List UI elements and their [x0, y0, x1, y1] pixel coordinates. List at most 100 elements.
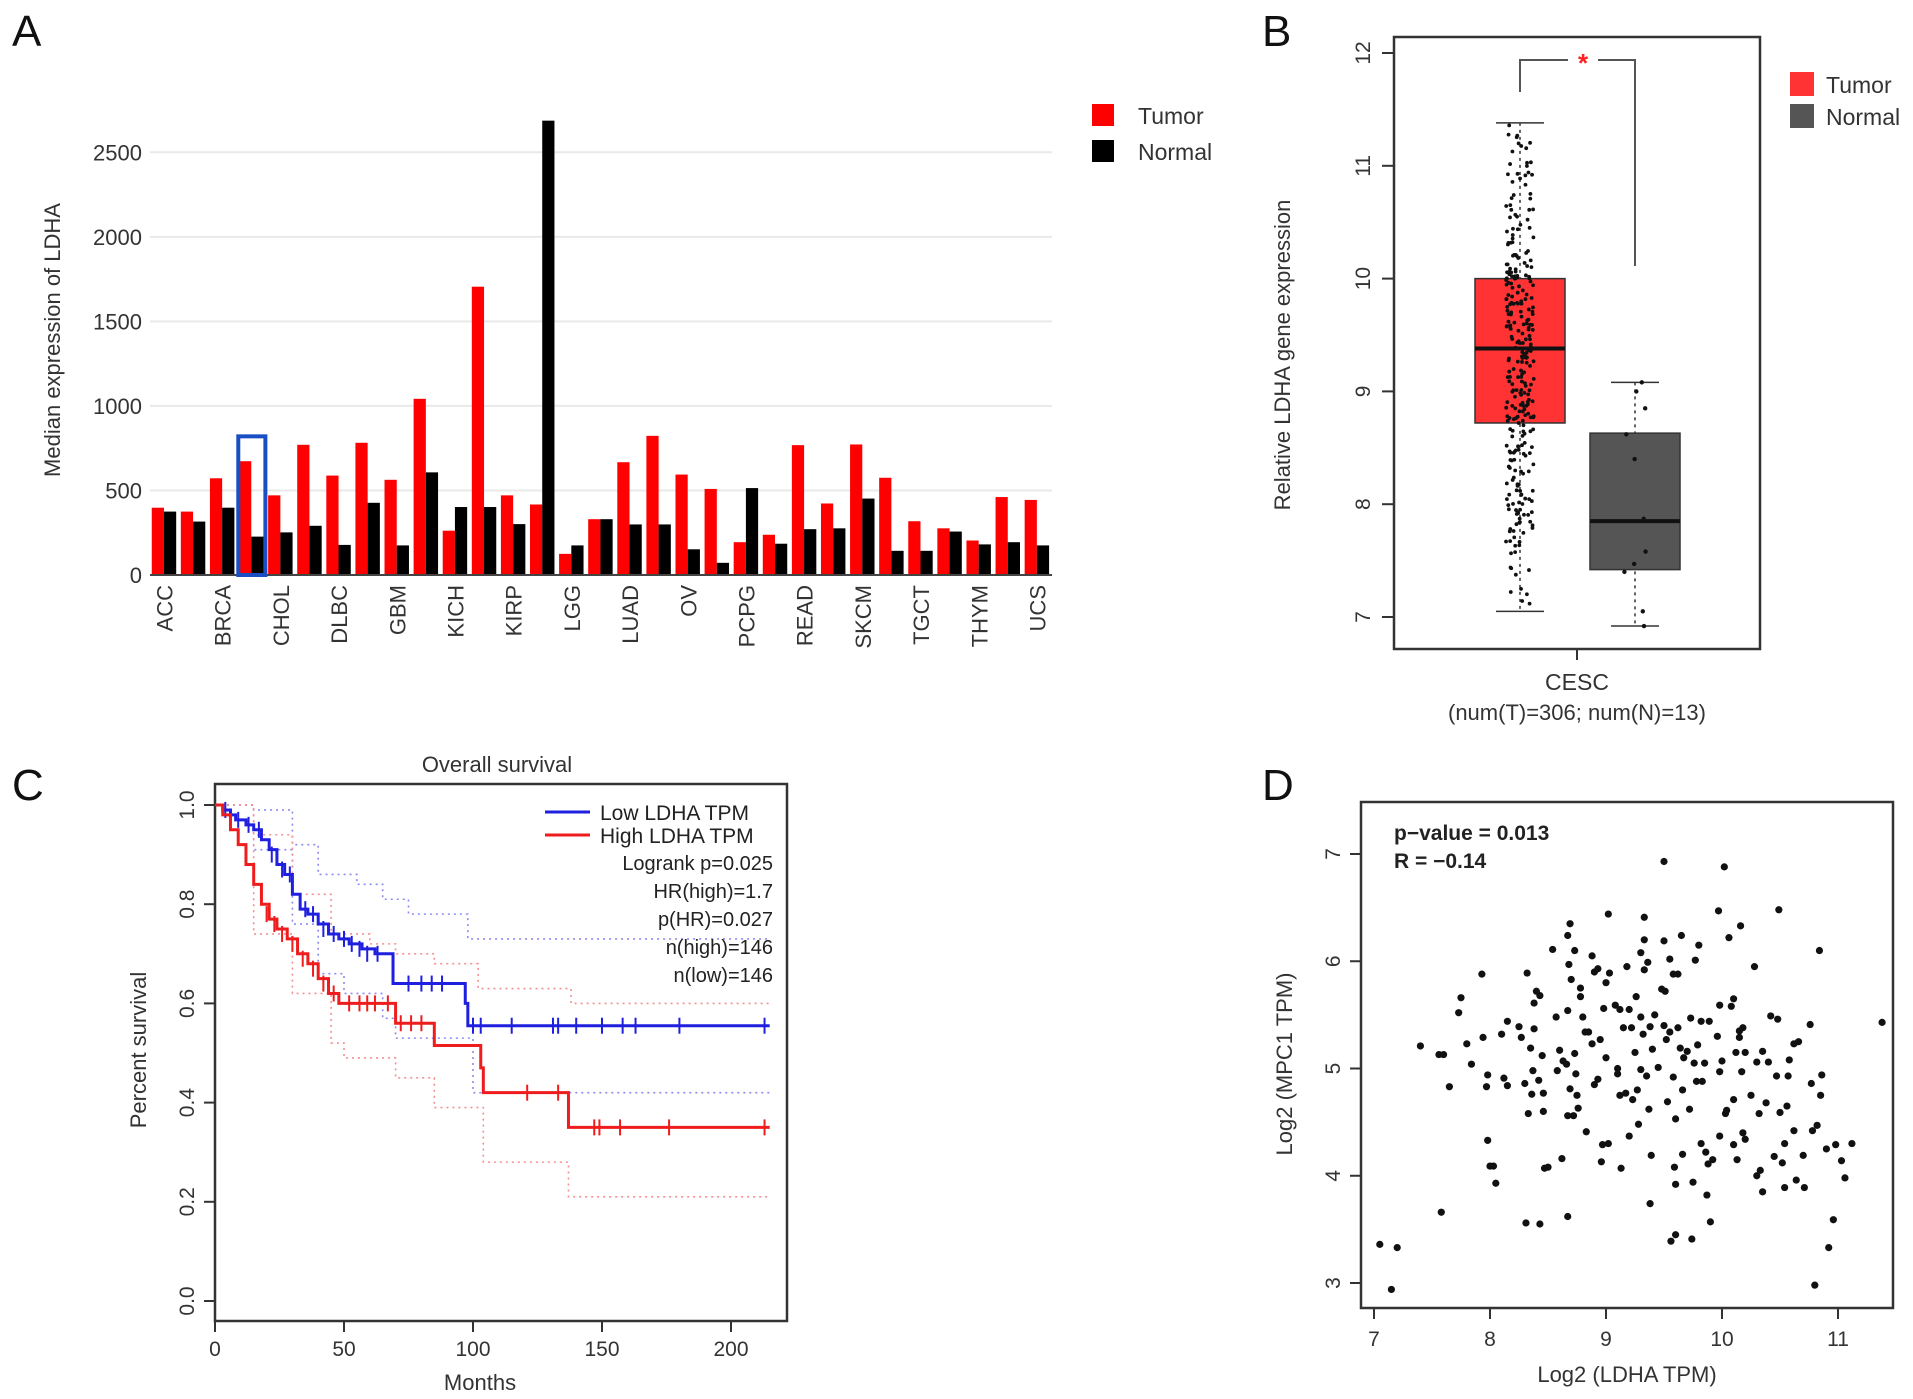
- d-scatter-point: [1775, 906, 1783, 914]
- b-point-tumor: [1507, 466, 1512, 470]
- d-scatter-point: [1781, 1139, 1789, 1148]
- b-point-tumor: [1527, 497, 1532, 501]
- d-scatter-point: [1602, 1054, 1610, 1062]
- b-point-tumor: [1529, 499, 1534, 503]
- panel-label-d: D: [1262, 761, 1294, 810]
- b-point-tumor: [1504, 539, 1508, 544]
- b-point-tumor: [1531, 359, 1536, 364]
- d-scatter-point: [1567, 975, 1575, 984]
- b-point-tumor: [1531, 235, 1536, 240]
- c-y-tick-label: 0.0: [176, 1286, 199, 1315]
- d-x-tick-label: 7: [1368, 1328, 1380, 1351]
- b-point-tumor: [1528, 364, 1532, 368]
- d-scatter-point: [1667, 1237, 1675, 1245]
- a-y-tick-label: 1500: [93, 309, 142, 334]
- d-scatter-point: [1489, 1162, 1498, 1170]
- a-x-tick-label-dlbc: DLBC: [327, 585, 352, 644]
- d-scatter-point: [1539, 1107, 1547, 1115]
- b-point-tumor: [1516, 510, 1520, 515]
- b-point-tumor: [1517, 516, 1522, 521]
- a-legend-swatch-tumor: [1092, 104, 1114, 126]
- d-scatter-point: [1662, 1035, 1670, 1044]
- d-scatter-point: [1566, 1085, 1574, 1093]
- a-gridlines: [150, 151, 1052, 492]
- b-point-tumor: [1509, 551, 1513, 556]
- b-point-tumor: [1522, 391, 1527, 395]
- b-y-axis-label: Relative LDHA gene expression: [1270, 200, 1295, 511]
- c-x-axis-label: Months: [444, 1370, 516, 1395]
- d-scatter-point: [1529, 1067, 1537, 1075]
- d-scatter-point: [1718, 1057, 1726, 1065]
- b-point-tumor: [1504, 497, 1509, 502]
- d-scatter-point: [1735, 1033, 1743, 1041]
- d-scatter-point: [1747, 1091, 1755, 1099]
- b-point-tumor: [1526, 170, 1531, 175]
- d-scatter-point: [1799, 1151, 1807, 1159]
- b-point-tumor: [1519, 144, 1524, 148]
- c-curve-low-ldha-tpm: [215, 803, 770, 1028]
- a-x-tick-label-pcpg: PCPG: [734, 585, 759, 647]
- b-point-tumor: [1510, 149, 1515, 154]
- b-point-tumor: [1506, 503, 1511, 508]
- d-scatter-point: [1640, 966, 1648, 974]
- panel-a-bar-chart: 0 500 1000 1500 2000 2500 Median expression o…: [40, 103, 1212, 649]
- d-scatter-point: [1573, 1091, 1581, 1099]
- b-point-tumor: [1510, 285, 1515, 290]
- d-scatter-point: [1794, 1038, 1803, 1046]
- b-point-tumor: [1511, 226, 1515, 231]
- d-scatter-point: [1767, 1012, 1775, 1020]
- b-point-tumor: [1525, 164, 1529, 168]
- a-bar-tumor-pcpg: [733, 542, 746, 575]
- d-scatter-point: [1539, 1089, 1547, 1097]
- b-point-tumor: [1513, 572, 1518, 577]
- d-scatter-point: [1536, 1220, 1544, 1228]
- b-point-tumor: [1507, 379, 1512, 384]
- d-scatter-point: [1597, 1158, 1605, 1166]
- b-point-tumor: [1509, 240, 1513, 245]
- d-scatter-point: [1517, 1033, 1525, 1041]
- b-point-tumor: [1507, 123, 1512, 128]
- b-point-tumor: [1504, 297, 1509, 302]
- a-bar-normal-thca: [949, 531, 962, 575]
- b-point-tumor: [1506, 319, 1511, 324]
- d-y-tick-label: 3: [1322, 1277, 1345, 1289]
- b-point-tumor: [1508, 266, 1512, 271]
- b-point-tumor: [1528, 279, 1533, 284]
- b-point-normal: [1634, 389, 1639, 394]
- d-scatter-point: [1733, 1156, 1741, 1164]
- b-point-normal: [1643, 549, 1648, 554]
- d-scatter-point: [1672, 1115, 1680, 1123]
- b-point-tumor: [1529, 510, 1534, 515]
- a-bar-normal-chol: [280, 532, 293, 575]
- d-scatter-point: [1576, 984, 1585, 992]
- d-x-axis-ticks: 7 8 9 10 11: [1368, 1308, 1849, 1351]
- a-bar-normal-ucec: [1007, 542, 1020, 575]
- a-bar-normal-dlbc: [338, 544, 351, 575]
- b-point-tumor: [1520, 418, 1525, 423]
- a-legend-swatch-normal: [1092, 140, 1114, 162]
- b-point-tumor: [1506, 358, 1511, 363]
- a-bar-tumor-hnsc: [413, 398, 426, 575]
- a-bar-tumor-lusc: [646, 435, 659, 575]
- d-scatter-point: [1455, 1009, 1463, 1017]
- b-point-tumor: [1521, 355, 1525, 360]
- a-bar-tumor-cesc: [239, 461, 252, 575]
- d-scatter-point: [1437, 1208, 1445, 1216]
- b-point-tumor: [1511, 193, 1516, 197]
- b-point-normal: [1639, 380, 1645, 385]
- a-bar-tumor-prad: [762, 534, 775, 575]
- a-bar-normal-ov: [687, 549, 700, 575]
- a-bar-tumor-brca: [209, 478, 223, 575]
- a-bar-normal-laml: [542, 120, 555, 576]
- b-point-tumor: [1520, 288, 1525, 293]
- d-scatter-point: [1702, 1148, 1710, 1156]
- b-point-tumor: [1529, 296, 1534, 300]
- a-bar-tumor-ov: [675, 474, 688, 575]
- b-point-tumor: [1521, 451, 1526, 456]
- d-scatter-point: [1750, 963, 1759, 971]
- d-scatter-point: [1753, 1058, 1761, 1066]
- a-bar-normal-acc: [163, 511, 177, 575]
- d-scatter-point: [1604, 1139, 1612, 1148]
- b-point-normal: [1622, 569, 1627, 575]
- d-scatter-point: [1878, 1018, 1886, 1026]
